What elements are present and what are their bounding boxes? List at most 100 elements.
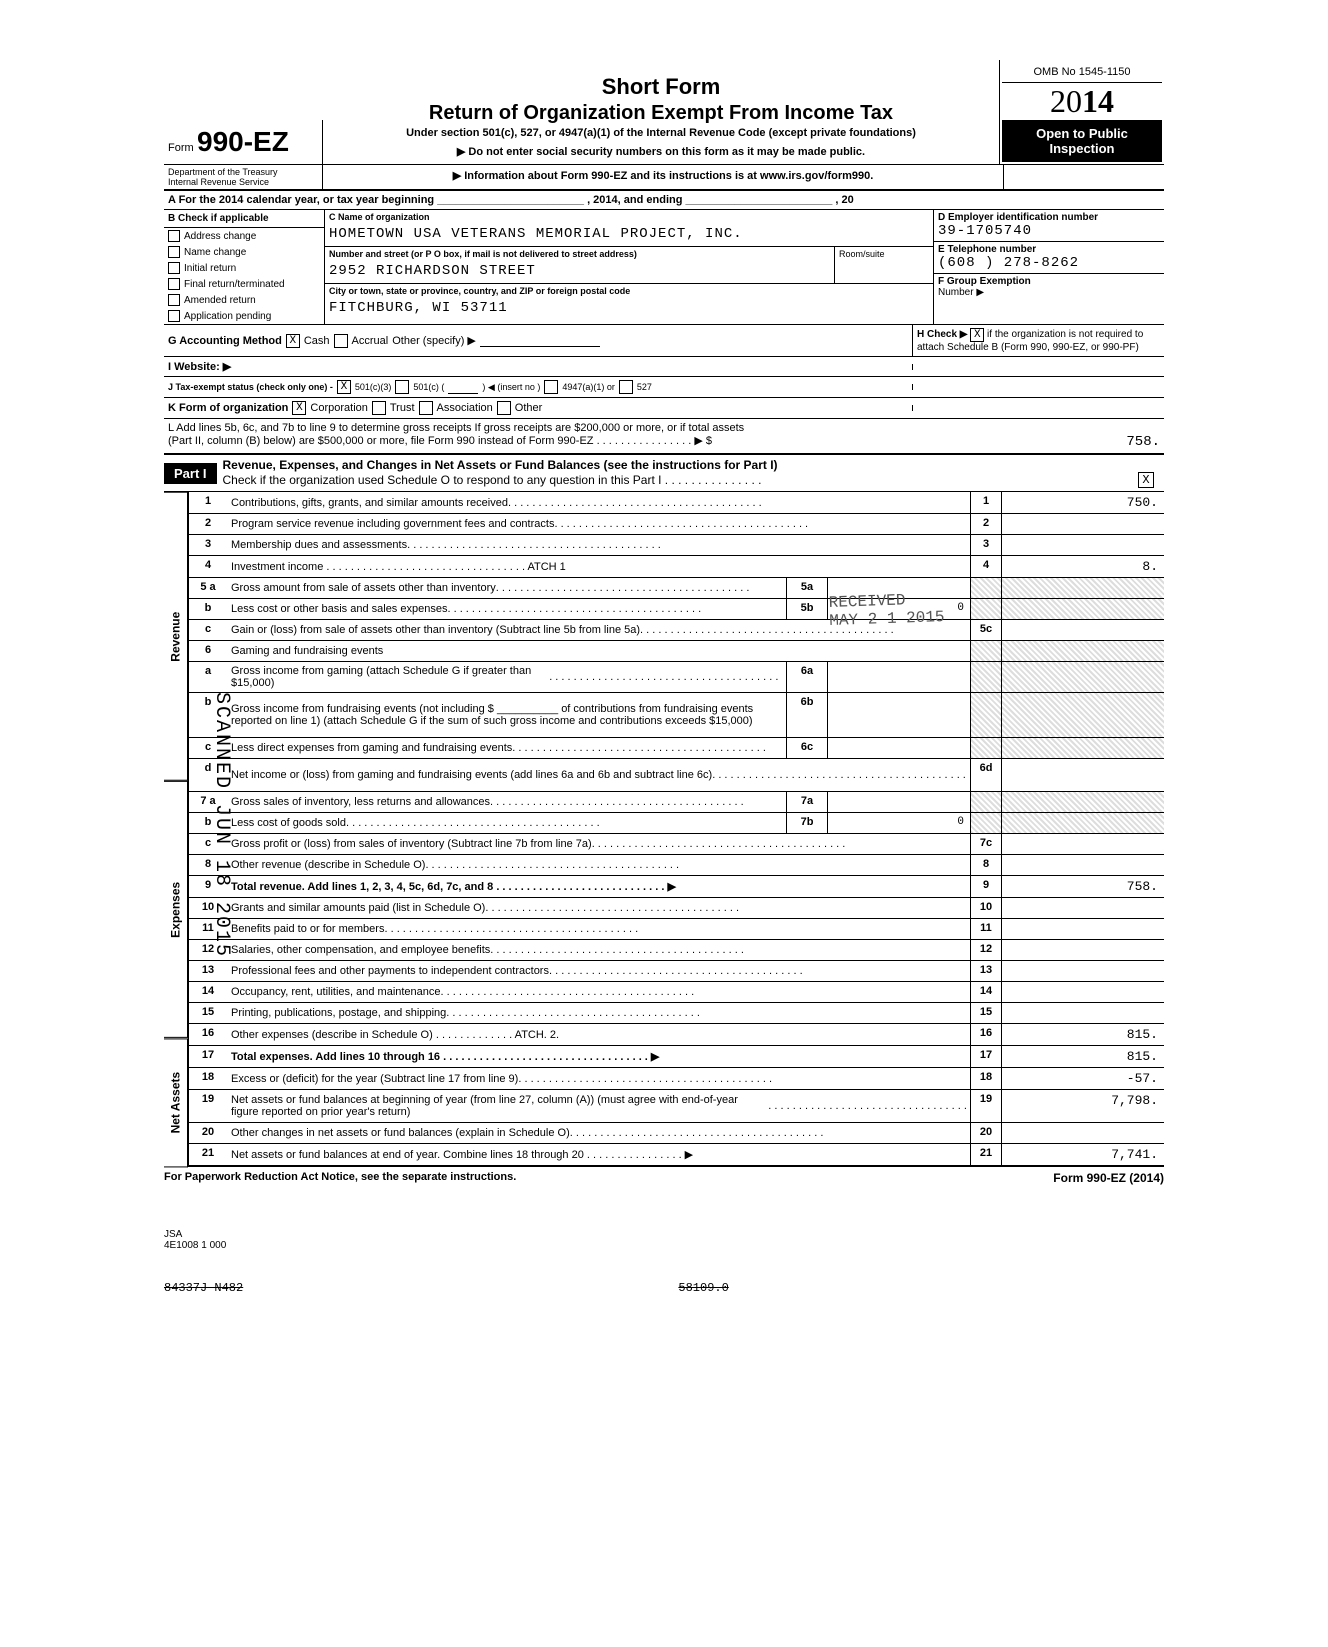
- block-b-header: B Check if applicable: [164, 210, 324, 228]
- side-netassets: Net Assets: [164, 1038, 188, 1167]
- block-d: D Employer identification number 39-1705…: [934, 210, 1164, 324]
- chk-cash[interactable]: X: [286, 334, 300, 348]
- form-word: Form: [168, 142, 194, 154]
- c-street-hdr: Number and street (or P O box, if mail i…: [325, 247, 834, 261]
- chk-4947[interactable]: [544, 380, 558, 394]
- chk-501c[interactable]: [395, 380, 409, 394]
- line-21: 21Net assets or fund balances at end of …: [189, 1144, 1164, 1167]
- line-13: 13Professional fees and other payments t…: [189, 961, 1164, 982]
- lbl-address-change: Address change: [184, 231, 256, 242]
- info-url: Information about Form 990-EZ and its in…: [323, 165, 1003, 189]
- org-street: 2952 RICHARDSON STREET: [325, 261, 834, 283]
- lbl-501c3: 501(c)(3): [355, 382, 392, 392]
- lbl-501c: 501(c) (: [413, 382, 444, 392]
- j-label: J Tax-exempt status (check only one) -: [168, 382, 333, 392]
- lbl-4947: 4947(a)(1) or: [562, 382, 615, 392]
- line-6b: bGross income from fundraising events (n…: [189, 693, 1164, 738]
- title-return: Return of Organization Exempt From Incom…: [329, 102, 993, 125]
- side-expenses: Expenses: [164, 781, 188, 1038]
- chk-accrual[interactable]: [334, 334, 348, 348]
- chk-other-org[interactable]: [497, 401, 511, 415]
- subtitle: Under section 501(c), 527, or 4947(a)(1)…: [329, 127, 993, 139]
- l-amount: 758.: [1126, 434, 1160, 450]
- part1-check[interactable]: X: [1138, 472, 1154, 488]
- line-17: 17Total expenses. Add lines 10 through 1…: [189, 1046, 1164, 1068]
- chk-address-change[interactable]: [168, 230, 180, 242]
- arrow-ssn: Do not enter social security numbers on …: [329, 145, 993, 158]
- chk-name-change[interactable]: [168, 246, 180, 258]
- lbl-amended-return: Amended return: [184, 295, 256, 306]
- chk-amended-return[interactable]: [168, 294, 180, 306]
- omb-number: OMB No 1545-1150: [1002, 62, 1162, 83]
- lbl-insert: ) ◀ (insert no ): [482, 382, 540, 393]
- lbl-application-pending: Application pending: [184, 311, 271, 322]
- part1-title: Revenue, Expenses, and Changes in Net As…: [223, 458, 1158, 472]
- chk-application-pending[interactable]: [168, 310, 180, 322]
- line-19: 19Net assets or fund balances at beginni…: [189, 1090, 1164, 1123]
- footer-strike2: 58109.0: [678, 1281, 728, 1295]
- l-text2: (Part II, column (B) below) are $500,000…: [168, 434, 712, 450]
- chk-501c3[interactable]: X: [337, 380, 351, 394]
- side-revenue: Revenue: [164, 492, 188, 781]
- chk-assoc[interactable]: [419, 401, 433, 415]
- part1-check-line: Check if the organization used Schedule …: [223, 473, 762, 487]
- line-6: 6Gaming and fundraising events: [189, 641, 1164, 662]
- i-label: I Website: ▶: [168, 360, 231, 373]
- lbl-other-method: Other (specify) ▶: [392, 334, 476, 347]
- dept-treasury: Department of the Treasury Internal Reve…: [164, 165, 323, 189]
- line-2: 2Program service revenue including gover…: [189, 514, 1164, 535]
- line-16: 16Other expenses (describe in Schedule O…: [189, 1024, 1164, 1046]
- year-bold: 14: [1082, 83, 1114, 119]
- tax-year: 2014: [1002, 83, 1162, 120]
- scanned-stamp: SCANNED JUN 18 2015: [210, 692, 233, 958]
- footer-strike1: 84337J N482: [164, 1281, 243, 1295]
- ein-value: 39-1705740: [938, 223, 1160, 239]
- open-public: Open to Public Inspection: [1002, 120, 1162, 162]
- tel-value: (608 ) 278-8262: [938, 255, 1160, 271]
- line-5b: bLess cost or other basis and sales expe…: [189, 599, 1164, 620]
- other-method-blank[interactable]: [480, 334, 600, 347]
- line-15: 15Printing, publications, postage, and s…: [189, 1003, 1164, 1024]
- line-3: 3Membership dues and assessments3: [189, 535, 1164, 556]
- line-14: 14Occupancy, rent, utilities, and mainte…: [189, 982, 1164, 1003]
- ein-hdr: D Employer identification number: [938, 212, 1160, 223]
- 501c-blank[interactable]: [448, 381, 478, 394]
- year-prefix: 20: [1050, 83, 1082, 119]
- block-b: B Check if applicable Address change Nam…: [164, 210, 325, 324]
- lbl-527: 527: [637, 382, 652, 392]
- line-7a: 7 aGross sales of inventory, less return…: [189, 792, 1164, 813]
- chk-trust[interactable]: [372, 401, 386, 415]
- line-11: 11Benefits paid to or for members11: [189, 919, 1164, 940]
- chk-h[interactable]: X: [970, 328, 984, 342]
- line-6d: dNet income or (loss) from gaming and fu…: [189, 759, 1164, 792]
- footer-code: 4E1008 1 000: [164, 1240, 1164, 1251]
- part1-tag: Part I: [164, 463, 217, 484]
- h-label: H Check ▶: [917, 329, 967, 340]
- line-9: 9Total revenue. Add lines 1, 2, 3, 4, 5c…: [189, 876, 1164, 898]
- c-city-hdr: City or town, state or province, country…: [325, 284, 933, 298]
- line-5c: cGain or (loss) from sale of assets othe…: [189, 620, 1164, 641]
- footer-form-id: Form 990-EZ (2014): [1053, 1171, 1164, 1185]
- line-8: 8Other revenue (describe in Schedule O)8: [189, 855, 1164, 876]
- line-7b: bLess cost of goods sold7b0: [189, 813, 1164, 834]
- lbl-initial-return: Initial return: [184, 263, 236, 274]
- chk-corp[interactable]: X: [292, 401, 306, 415]
- line-10: 10Grants and similar amounts paid (list …: [189, 898, 1164, 919]
- block-c: C Name of organization HOMETOWN USA VETE…: [325, 210, 934, 324]
- chk-527[interactable]: [619, 380, 633, 394]
- chk-final-return[interactable]: [168, 278, 180, 290]
- line-7c: cGross profit or (loss) from sales of in…: [189, 834, 1164, 855]
- room-suite: Room/suite: [834, 247, 933, 283]
- g-label: G Accounting Method: [168, 335, 282, 347]
- lbl-name-change: Name change: [184, 247, 246, 258]
- form-number: Form 990-EZ: [164, 120, 323, 164]
- chk-initial-return[interactable]: [168, 262, 180, 274]
- tel-hdr: E Telephone number: [938, 244, 1160, 255]
- dept1: Department of the Treasury: [168, 167, 318, 177]
- line-20: 20Other changes in net assets or fund ba…: [189, 1123, 1164, 1144]
- line-6a: aGross income from gaming (attach Schedu…: [189, 662, 1164, 693]
- grp-hdr: F Group Exemption: [938, 276, 1160, 287]
- line-12: 12Salaries, other compensation, and empl…: [189, 940, 1164, 961]
- line-18: 18Excess or (deficit) for the year (Subt…: [189, 1068, 1164, 1090]
- lbl-assoc: Association: [437, 402, 493, 414]
